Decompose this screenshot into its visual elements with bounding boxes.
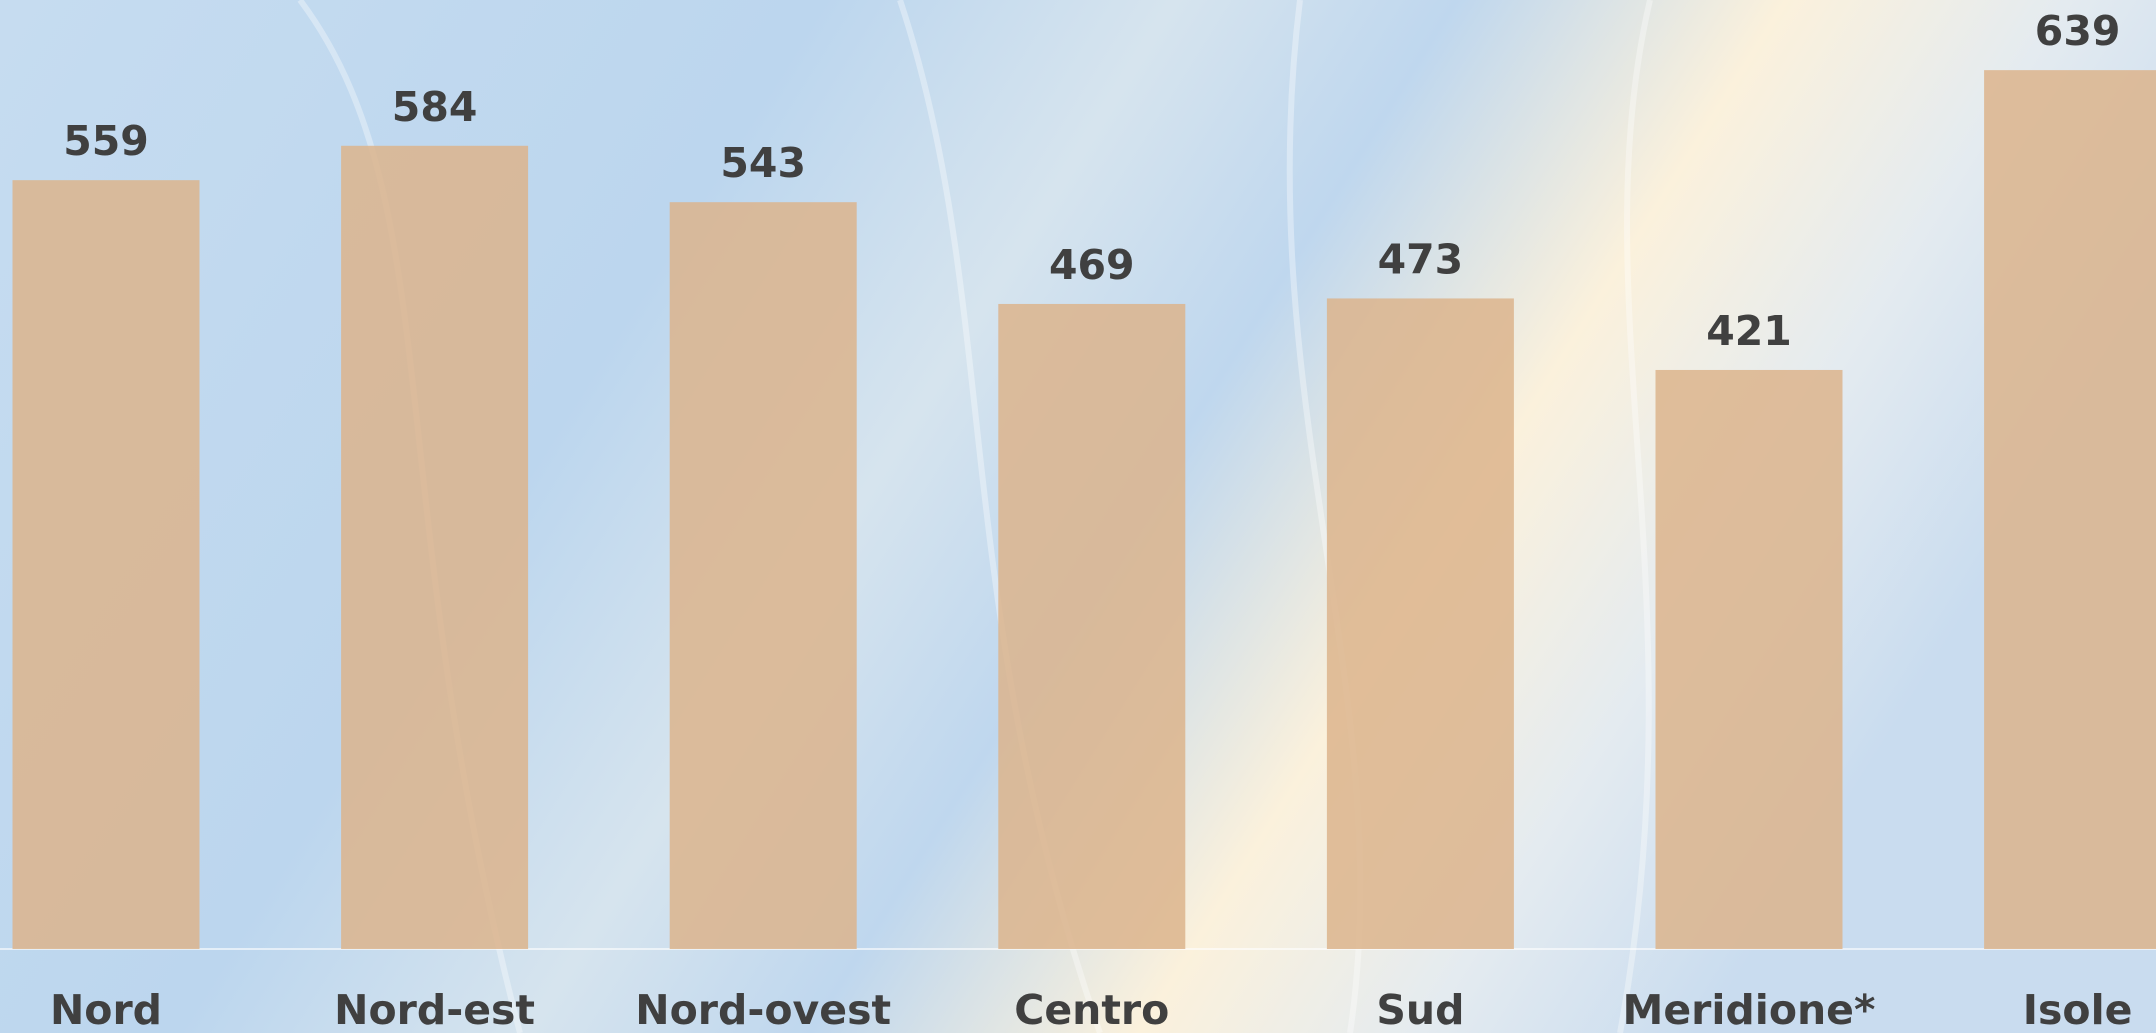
x-tick-label: Nord: [50, 986, 162, 1033]
x-tick-label: Nord-ovest: [635, 986, 891, 1033]
value-label: 469: [1049, 241, 1135, 289]
bar: [341, 145, 529, 950]
x-tick-label: Nord-est: [334, 986, 535, 1033]
value-label: 543: [720, 139, 806, 187]
x-tick-label: Isole: [2023, 986, 2133, 1033]
plot: Nord 559 Nord-est 584 Nord-ovest 543 Centro 469…: [12, 7, 2156, 1033]
x-tick-label: Meridione*: [1623, 986, 1876, 1033]
x-tick-label: Centro: [1014, 986, 1169, 1033]
bar: [1326, 298, 1514, 949]
bar: [1655, 369, 1843, 949]
value-label: 639: [2035, 7, 2121, 55]
bar: [998, 303, 1186, 949]
x-tick-label: Sud: [1376, 986, 1464, 1033]
bar: [12, 180, 200, 949]
value-label: 421: [1706, 307, 1792, 355]
value-label: 559: [63, 117, 149, 165]
value-label: 473: [1378, 235, 1464, 283]
bar: [1984, 70, 2156, 949]
value-label: 584: [392, 83, 478, 131]
bar: [669, 202, 857, 950]
